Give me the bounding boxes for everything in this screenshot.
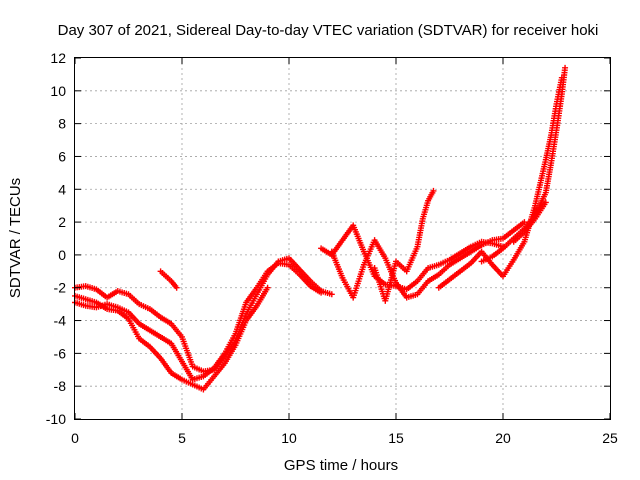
y-tick-label: 6 — [58, 148, 66, 164]
x-tick-label: 20 — [495, 430, 511, 446]
data-point — [521, 219, 528, 226]
data-marks — [72, 64, 569, 393]
data-point — [318, 289, 325, 296]
y-tick-label: 2 — [58, 214, 66, 230]
y-tick-label: -4 — [54, 313, 67, 329]
data-point — [542, 199, 549, 206]
data-point — [430, 187, 437, 194]
x-tick-label: 10 — [281, 430, 297, 446]
y-tick-label: 8 — [58, 116, 66, 132]
series-track-i — [478, 64, 569, 265]
series-track-b — [72, 260, 325, 383]
data-point — [562, 64, 569, 71]
x-tick-label: 5 — [178, 430, 186, 446]
y-tick-label: -8 — [54, 378, 67, 394]
y-tick-label: 4 — [58, 181, 66, 197]
x-tick-label: 0 — [71, 430, 79, 446]
chart-title: Day 307 of 2021, Sidereal Day-to-day VTE… — [58, 22, 599, 39]
series-track-g — [371, 187, 437, 304]
data-point — [173, 284, 180, 291]
y-tick-label: 12 — [50, 50, 66, 66]
series-track-c — [72, 284, 271, 393]
x-tick-label: 25 — [602, 430, 618, 446]
y-axis-label: SDTVAR / TECUs — [7, 178, 24, 298]
data-point — [264, 284, 271, 291]
y-tick-label: 0 — [58, 247, 66, 263]
y-tick-label: -2 — [54, 280, 67, 296]
series-track-f — [328, 219, 528, 301]
series-track-j — [510, 199, 549, 245]
y-tick-label: -10 — [46, 411, 66, 427]
plot-frame — [74, 57, 611, 420]
axis-ticks: 0 5 10 15 20 25 -10 -8 -6 -4 -2 0 2 4 6 8 10 12 — [46, 50, 618, 446]
x-tick-label: 15 — [388, 430, 404, 446]
x-axis-label: GPS time / hours — [284, 457, 398, 474]
y-tick-label: -6 — [54, 345, 67, 361]
data-point — [328, 291, 335, 298]
y-tick-label: 10 — [50, 83, 66, 99]
series-track-d — [157, 268, 180, 291]
